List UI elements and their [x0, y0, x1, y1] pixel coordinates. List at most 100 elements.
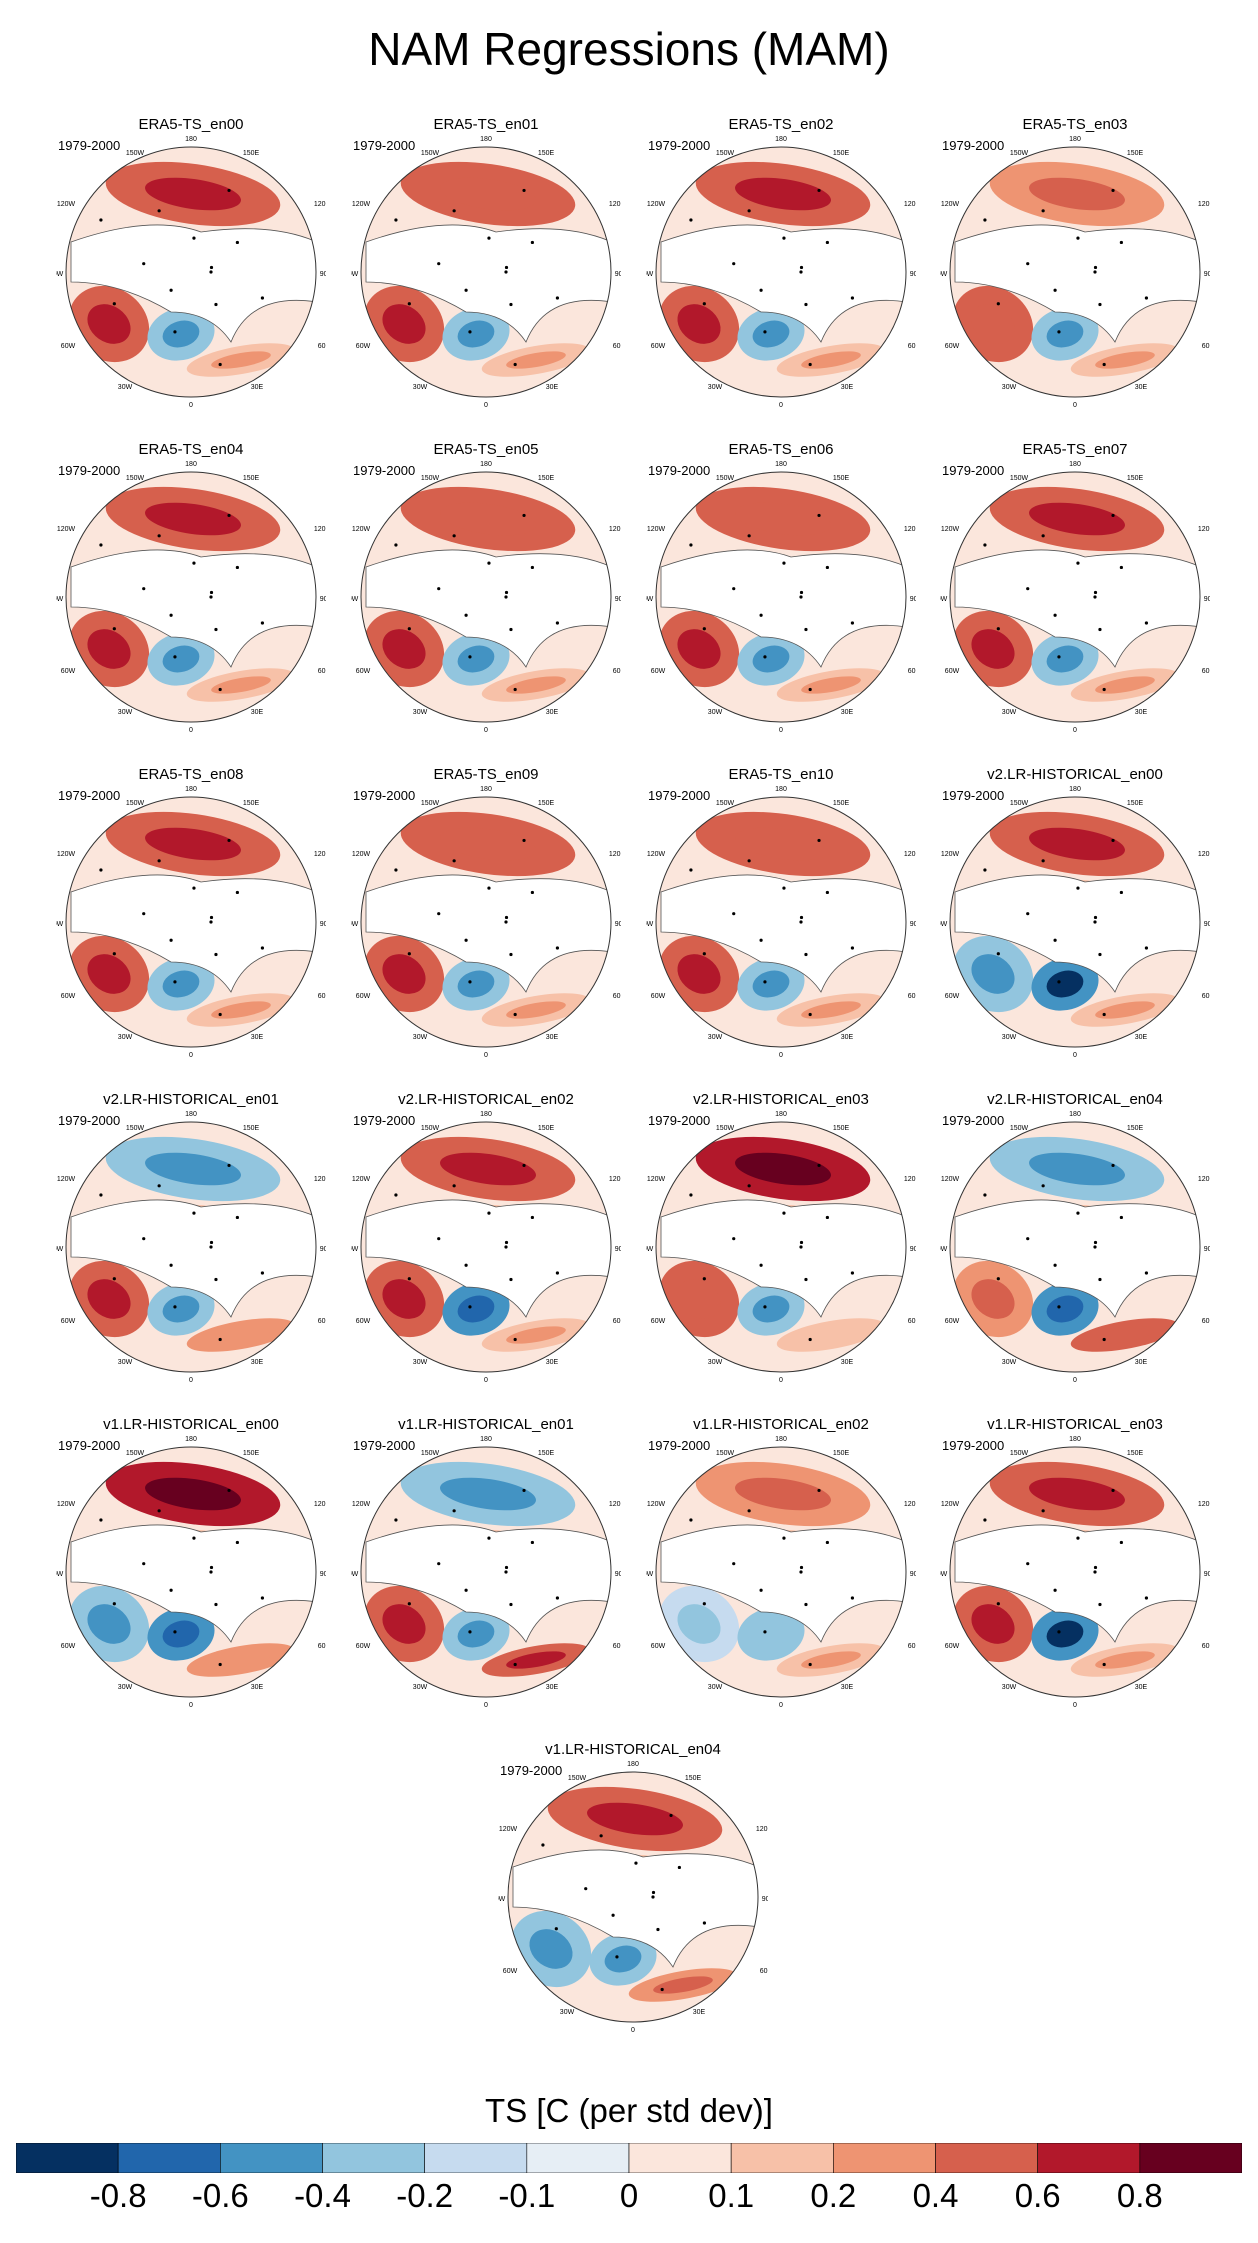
greenland-anomaly-core	[752, 970, 790, 998]
significance-dot	[235, 890, 239, 895]
significance-dot	[142, 262, 146, 266]
panel-title: ERA5-TS_en08	[138, 766, 244, 783]
map-border	[949, 796, 1201, 1048]
significance-dot	[1119, 1540, 1123, 1545]
significance-dot	[1057, 980, 1061, 984]
lon-label: 150E	[243, 150, 260, 157]
significance-dot	[192, 1211, 196, 1215]
land-mask	[954, 874, 1200, 993]
significance-dot	[173, 1305, 177, 1309]
greenland-anomaly-core	[457, 320, 495, 348]
significance-dot	[1026, 1562, 1030, 1566]
lon-label: 30E	[841, 1034, 854, 1041]
polar-map: 180 150W 150E 120W 120E 90W 90E 60W 60E 30W 30E 0	[646, 136, 916, 409]
lon-label: 90E	[615, 271, 621, 278]
map-border	[65, 796, 317, 1048]
greenland-anomaly-core	[604, 1945, 642, 1973]
greenland-anomaly-core	[457, 1620, 495, 1648]
lon-label: 30W	[1002, 709, 1017, 716]
lon-label: 180	[1069, 1111, 1081, 1118]
lon-label: 30W	[118, 709, 133, 716]
significance-dot	[464, 288, 468, 292]
lon-label: 120W	[499, 1826, 518, 1833]
lon-label: 60E	[1202, 993, 1210, 1000]
lon-label: 30W	[708, 709, 723, 716]
lon-label: 60W	[356, 1643, 371, 1650]
significance-dot	[817, 1488, 821, 1493]
lon-label: 60W	[61, 993, 76, 1000]
lon-label: 0	[1073, 1702, 1077, 1709]
lon-label: 90W	[940, 921, 948, 928]
north-america-anomaly-core	[87, 1604, 131, 1644]
significance-dot	[504, 920, 508, 924]
greenland-anomaly-core	[162, 970, 200, 998]
lon-label: 30W	[413, 384, 428, 391]
significance-dot	[1093, 595, 1097, 599]
significance-dot	[1093, 1245, 1097, 1249]
map-border	[949, 1121, 1201, 1373]
significance-dot	[1119, 1215, 1123, 1220]
significance-dot	[702, 1921, 707, 1925]
lon-label: 90W	[646, 596, 654, 603]
greenland-anomaly-core	[752, 1295, 790, 1323]
north-america-anomaly-core	[87, 954, 131, 994]
lon-label: 30E	[1135, 1034, 1148, 1041]
lon-label: 120E	[1198, 201, 1210, 208]
map-panel: ERA5-TS_en00 1979-2000 180 150W 150E 120W 120E…	[56, 116, 326, 409]
significance-dot	[759, 613, 763, 617]
lon-label: 0	[779, 1377, 783, 1384]
significance-dot	[504, 590, 509, 595]
north-america-anomaly-core	[87, 629, 131, 669]
significance-dot	[407, 1277, 411, 1281]
significance-dot	[1076, 561, 1080, 565]
lon-label: 150W	[716, 475, 735, 482]
lon-label: 0	[189, 1702, 193, 1709]
lon-label: 30E	[693, 2009, 706, 2016]
panel-period: 1979-2000	[353, 788, 416, 803]
colorbar-segment	[935, 2143, 1038, 2173]
significance-dot	[437, 1562, 441, 1566]
lon-label: 90W	[940, 596, 948, 603]
significance-dot	[825, 565, 829, 570]
significance-dot	[1053, 288, 1057, 292]
lon-label: 60W	[945, 993, 960, 1000]
lon-label: 180	[775, 461, 787, 468]
land-mask	[365, 224, 611, 343]
significance-dot	[1098, 302, 1102, 307]
lon-label: 150E	[538, 1450, 555, 1457]
significance-dot	[530, 1540, 534, 1545]
significance-dot	[214, 627, 218, 632]
significance-dot	[452, 1184, 456, 1188]
lon-label: 150W	[716, 1450, 735, 1457]
significance-dot	[850, 621, 855, 625]
significance-dot	[677, 1865, 681, 1870]
lon-label: 60W	[61, 1643, 76, 1650]
lon-label: 30W	[708, 1034, 723, 1041]
panel-period: 1979-2000	[942, 1113, 1005, 1128]
significance-dot	[192, 886, 196, 890]
siberia-anomaly-core	[735, 177, 831, 211]
lon-label: 0	[189, 727, 193, 734]
map-panel: v2.LR-HISTORICAL_en03 1979-2000 180 150W 150…	[646, 1091, 916, 1384]
map-border	[360, 1446, 612, 1698]
map-panel: ERA5-TS_en06 1979-2000 180 150W 150E 120W 120E…	[646, 441, 916, 734]
significance-dot	[487, 1211, 491, 1215]
colorbar	[16, 2143, 1242, 2173]
lon-label: 120W	[647, 201, 666, 208]
lon-label: 90W	[646, 271, 654, 278]
significance-dot	[530, 240, 534, 245]
significance-dot	[509, 1602, 513, 1607]
significance-dot	[522, 1163, 526, 1168]
lon-label: 90W	[351, 1246, 359, 1253]
significance-dot	[1053, 1263, 1057, 1267]
europe-anomaly-core	[211, 676, 271, 694]
significance-dot	[1057, 330, 1061, 334]
panel-period: 1979-2000	[353, 463, 416, 478]
lon-label: 30E	[251, 1034, 264, 1041]
land-mask	[660, 224, 906, 343]
significance-dot	[983, 543, 987, 547]
lon-label: 60W	[356, 993, 371, 1000]
panel-period: 1979-2000	[58, 463, 121, 478]
europe-anomaly-core	[211, 351, 271, 369]
significance-dot	[799, 270, 803, 274]
